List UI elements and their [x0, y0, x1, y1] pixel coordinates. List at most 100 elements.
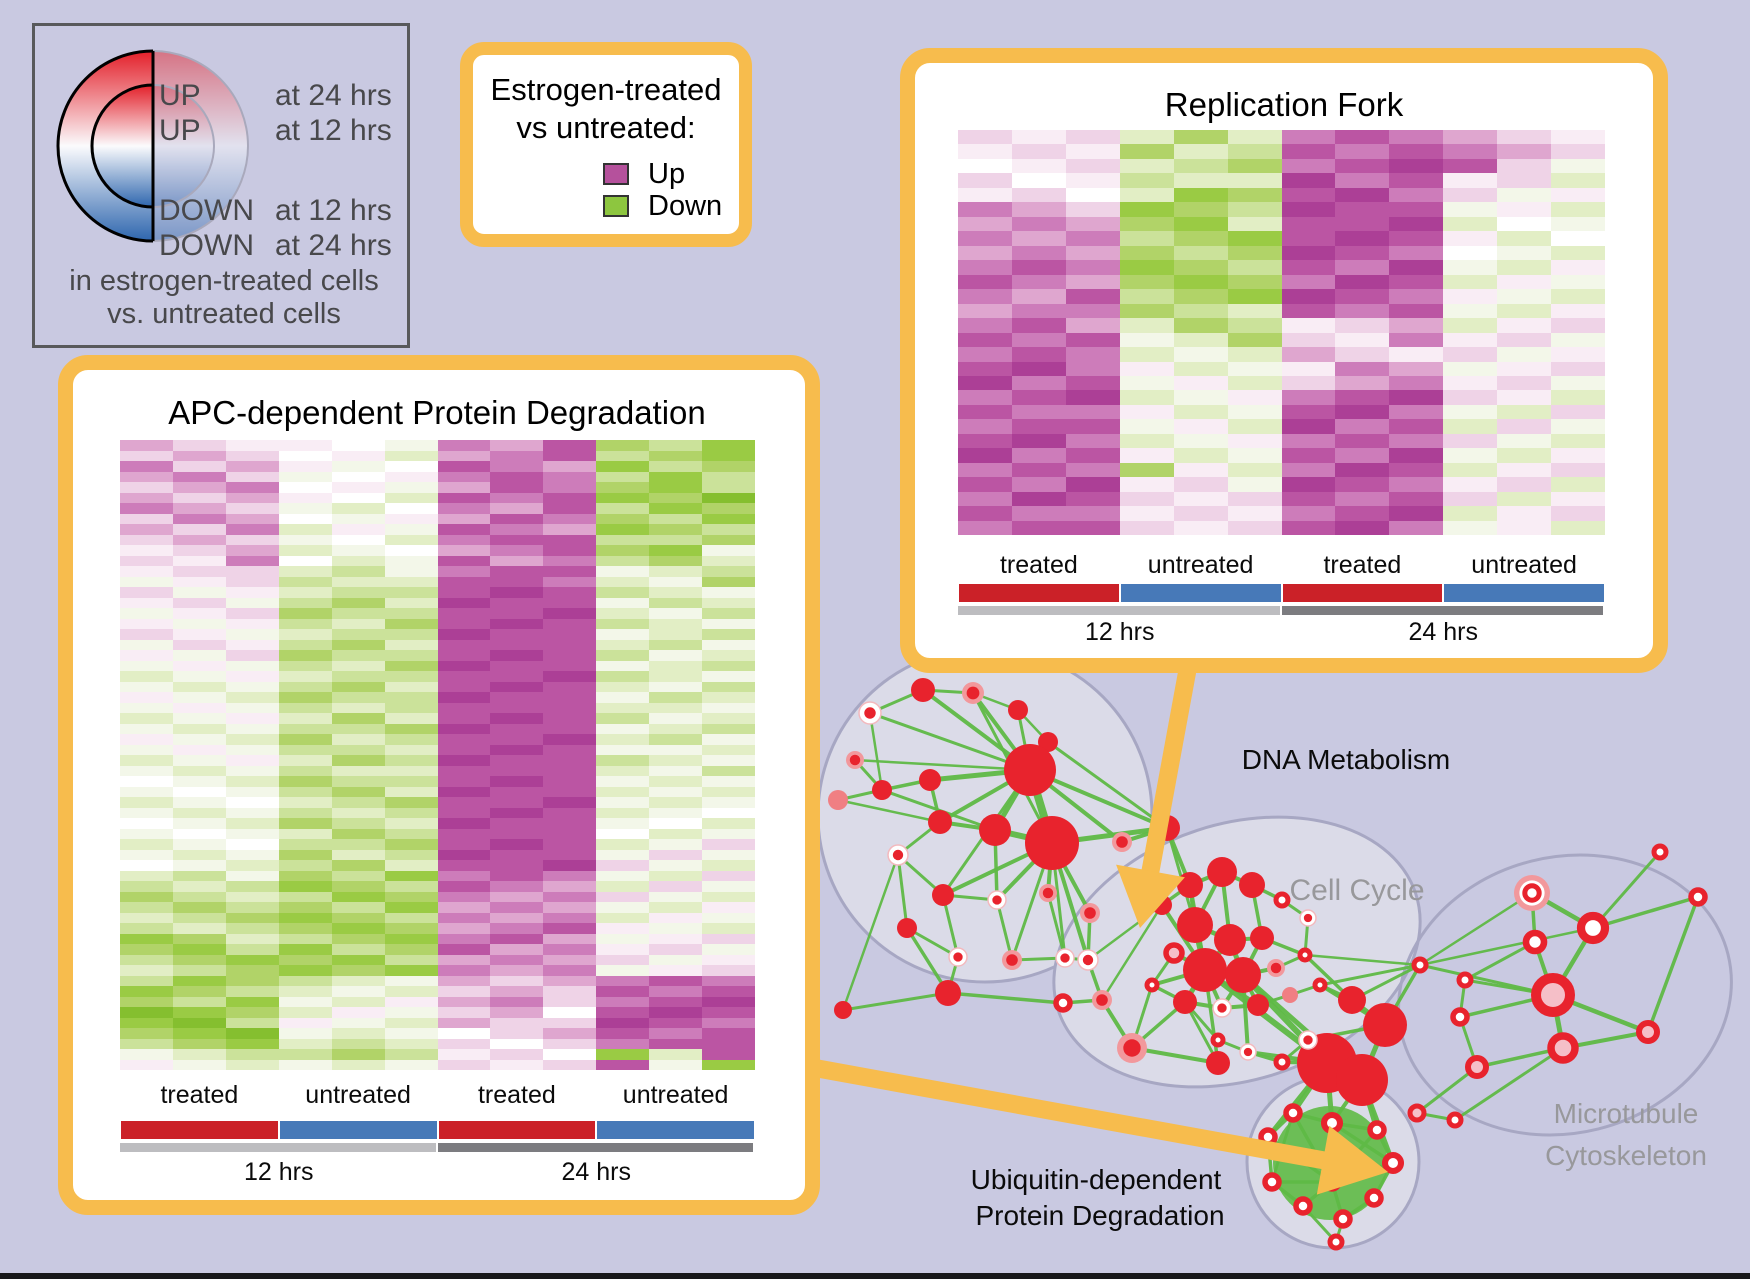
heatmap-row: [120, 671, 756, 682]
legend-up-24: UP: [159, 79, 201, 112]
time-label-24-hrs: 24 hrs: [561, 1158, 631, 1186]
heatmap-row: [120, 660, 756, 671]
gene-node-solid: [1239, 872, 1265, 898]
gene-node-donut: [1367, 1120, 1387, 1140]
group-label-untreated-1: untreated: [305, 1081, 411, 1109]
heatmap-row: [958, 202, 1606, 217]
heatmap-row: [958, 173, 1606, 188]
condition-bar: [121, 1121, 278, 1139]
legend-time-24a: at 24 hrs: [275, 79, 392, 112]
legend-time-12b: at 12 hrs: [275, 194, 392, 227]
heatmap-row: [958, 404, 1606, 420]
heatmap-row: [120, 996, 756, 1007]
condition-bar: [1282, 584, 1443, 602]
heatmap-row: [958, 216, 1606, 232]
gene-node-solid: [911, 678, 935, 702]
gene-node-pink: [828, 790, 848, 810]
heatmap-row: [958, 477, 1606, 492]
gene-node-solid: [979, 814, 1011, 846]
heatmap-row: [958, 347, 1606, 362]
heatmap-row: [958, 245, 1606, 261]
gene-node-solid: [1336, 1054, 1388, 1106]
time-bar: [958, 606, 1280, 615]
gene-node-solid: [1250, 926, 1274, 950]
time-label-12-hrs: 12 hrs: [1085, 618, 1155, 646]
heatmap-row: [120, 1049, 756, 1060]
heatmap-row: [120, 524, 756, 535]
heatmap-row: [120, 597, 756, 608]
gene-node-solid: [897, 918, 917, 938]
heatmap-row: [120, 713, 756, 724]
heatmap-row: [120, 818, 756, 829]
replication-heatmap: [958, 130, 1606, 536]
heatmap-row: [120, 986, 756, 997]
gene-node-solid: [1207, 857, 1237, 887]
ubiquitin-label-line2: Protein Degradation: [975, 1200, 1225, 1231]
heatmap-row: [120, 744, 756, 755]
gene-node-solid: [1038, 732, 1058, 752]
gene-node-donut: [1297, 947, 1313, 963]
legend-down-24: DOWN: [159, 229, 254, 262]
heatmap-row: [120, 755, 756, 766]
gene-node-donut: [1333, 1209, 1353, 1229]
heatmap-row: [120, 440, 756, 451]
gene-node-solid: [1008, 700, 1028, 720]
estrogen-title-1: Estrogen-treated: [490, 72, 722, 107]
legend-up-12: UP: [159, 114, 201, 147]
gene-node-solid: [928, 810, 952, 834]
heatmap-row: [958, 506, 1606, 521]
heatmap-row: [120, 912, 756, 923]
gene-node-donut: [1456, 971, 1474, 989]
connector-arrow-shaft-1: [813, 1059, 1327, 1170]
apc-title: APC-dependent Protein Degradation: [168, 394, 706, 431]
gene-node-donut: [1312, 977, 1328, 993]
gene-node-solid: [1338, 986, 1366, 1014]
heatmap-row: [120, 807, 756, 818]
heatmap-row: [958, 375, 1606, 391]
gene-node-donut: [1283, 1103, 1303, 1123]
heatmap-row: [958, 260, 1606, 275]
heatmap-row: [958, 144, 1606, 159]
gene-node-solid: [935, 980, 961, 1006]
gene-node-donut: [1327, 1233, 1345, 1251]
gene-node-solid: [1206, 1051, 1230, 1075]
gene-node-pinkdonut: [1547, 1032, 1579, 1064]
heatmap-row: [120, 765, 756, 776]
gene-node-pinkdonut: [1407, 1103, 1427, 1123]
heatmap-row: [958, 289, 1606, 304]
time-label-24-hrs: 24 hrs: [1408, 618, 1478, 646]
heatmap-row: [958, 448, 1606, 463]
heatmap-row: [120, 786, 756, 797]
updown-legend-box: UP at 24 hrs UP at 12 hrs DOWN at 12 hrs…: [32, 23, 410, 348]
legend-time-12a: at 12 hrs: [275, 114, 392, 147]
dna-metabolism-label: DNA Metabolism: [1241, 744, 1451, 775]
legend-time-24b: at 24 hrs: [275, 229, 392, 262]
heatmap-row: [958, 130, 1606, 145]
heatmap-row: [958, 303, 1606, 319]
heatmap-row: [120, 860, 756, 871]
gene-node-donut: [1293, 1196, 1313, 1216]
condition-bar: [438, 1121, 596, 1139]
gene-node-donut: [1651, 843, 1669, 861]
group-label-treated-2: treated: [1323, 551, 1402, 579]
cell-cycle-label: Cell Cycle: [1289, 874, 1425, 907]
heatmap-row: [120, 513, 756, 524]
gene-node-pinkdonut: [1163, 942, 1185, 964]
gene-node-solid: [919, 769, 941, 791]
heatmap-row: [120, 608, 756, 619]
gene-node-solid: [1214, 924, 1246, 956]
condition-bar: [959, 584, 1119, 602]
gene-node-solid: [1173, 990, 1197, 1014]
heatmap-row: [120, 881, 756, 892]
gene-node-donut: [1273, 891, 1291, 909]
heatmap-row: [120, 702, 756, 713]
heatmap-row: [120, 723, 756, 734]
gene-node-donut: [1446, 1111, 1464, 1129]
gene-node-donut: [1262, 1172, 1282, 1192]
heatmap-row: [120, 492, 756, 503]
heatmap-row: [958, 361, 1606, 376]
heatmap-row: [120, 471, 756, 482]
time-bar: [437, 1143, 753, 1152]
gene-node-solid: [1004, 744, 1056, 796]
connector-arrow-head-0: [1116, 864, 1185, 928]
